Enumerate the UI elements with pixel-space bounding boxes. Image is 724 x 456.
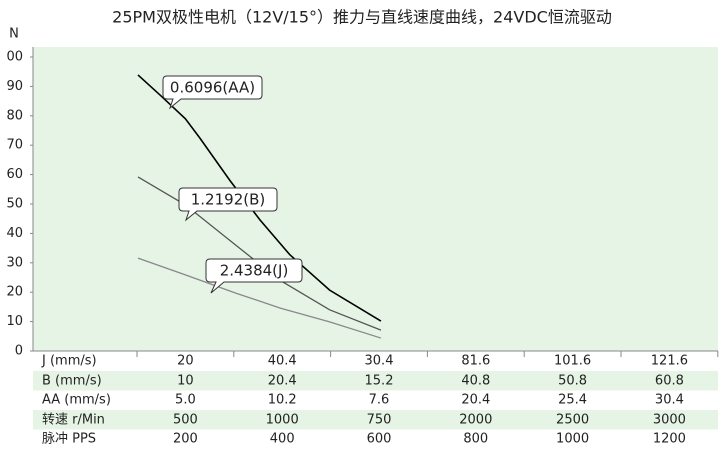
- row-label: 脉冲 PPS: [42, 432, 96, 447]
- callout: [162, 75, 263, 110]
- callout-label: 0.6096(AA): [170, 79, 255, 97]
- series-line: [137, 74, 382, 322]
- table-cell: 2000: [459, 413, 492, 428]
- table-cell: 800: [463, 432, 488, 447]
- table-cell: 30.4: [655, 393, 684, 408]
- plot-background: [33, 47, 718, 351]
- table-cell: 50.8: [558, 374, 587, 389]
- table-cell: 121.6: [651, 354, 688, 369]
- y-tick-label: 90: [6, 79, 23, 94]
- y-tick-label: 00: [6, 50, 23, 65]
- y-tick-label: 0: [15, 344, 23, 359]
- table-cell: 500: [173, 413, 198, 428]
- table-cell: 3000: [653, 413, 686, 428]
- table-cell: 20: [177, 354, 194, 369]
- table-row-band: [33, 410, 718, 430]
- table-cell: 10: [177, 374, 194, 389]
- table-cell: 7.6: [369, 393, 390, 408]
- row-label: B (mm/s): [42, 374, 102, 389]
- table-cell: 101.6: [554, 354, 591, 369]
- table-cell: 5.0: [175, 393, 196, 408]
- chart-title: 25PM双极性电机（12V/15°）推力与直线速度曲线，24VDC恒流驱动: [112, 8, 612, 27]
- callout: [178, 187, 278, 222]
- table-cell: 20.4: [268, 374, 297, 389]
- table-cell: 200: [173, 432, 198, 447]
- y-tick-label: 60: [6, 167, 23, 182]
- y-tick-label: 80: [6, 108, 23, 123]
- y-tick-label: 30: [6, 255, 23, 270]
- callout-label: 2.4384(J): [220, 262, 289, 280]
- y-tick-label: 10: [6, 314, 23, 329]
- table-cell: 20.4: [461, 393, 490, 408]
- series-line: [137, 257, 382, 339]
- y-tick-label: 40: [6, 226, 23, 241]
- table-cell: 1200: [653, 432, 686, 447]
- table-cell: 40.4: [268, 354, 297, 369]
- table-cell: 60.8: [655, 374, 684, 389]
- y-tick-label: 20: [6, 285, 23, 300]
- table-cell: 600: [367, 432, 392, 447]
- table-cell: 400: [270, 432, 295, 447]
- table-cell: 1000: [556, 432, 589, 447]
- row-label: AA (mm/s): [42, 393, 111, 408]
- callout-label: 1.2192(B): [191, 191, 265, 209]
- table-cell: 10.2: [268, 393, 297, 408]
- table-cell: 30.4: [365, 354, 394, 369]
- row-label: 转速 r/Min: [42, 413, 105, 428]
- table-cell: 750: [367, 413, 392, 428]
- table-cell: 1000: [266, 413, 299, 428]
- table-cell: 25.4: [558, 393, 587, 408]
- callout: [205, 258, 303, 294]
- table-cell: 15.2: [365, 374, 394, 389]
- y-tick-label: 50: [6, 197, 23, 212]
- table-cell: 2500: [556, 413, 589, 428]
- row-label: J (mm/s): [41, 354, 97, 369]
- y-axis-label: N: [9, 27, 19, 42]
- table-cell: 81.6: [461, 354, 490, 369]
- y-tick-label: 70: [6, 138, 23, 153]
- table-row-band: [33, 371, 718, 391]
- table-cell: 40.8: [461, 374, 490, 389]
